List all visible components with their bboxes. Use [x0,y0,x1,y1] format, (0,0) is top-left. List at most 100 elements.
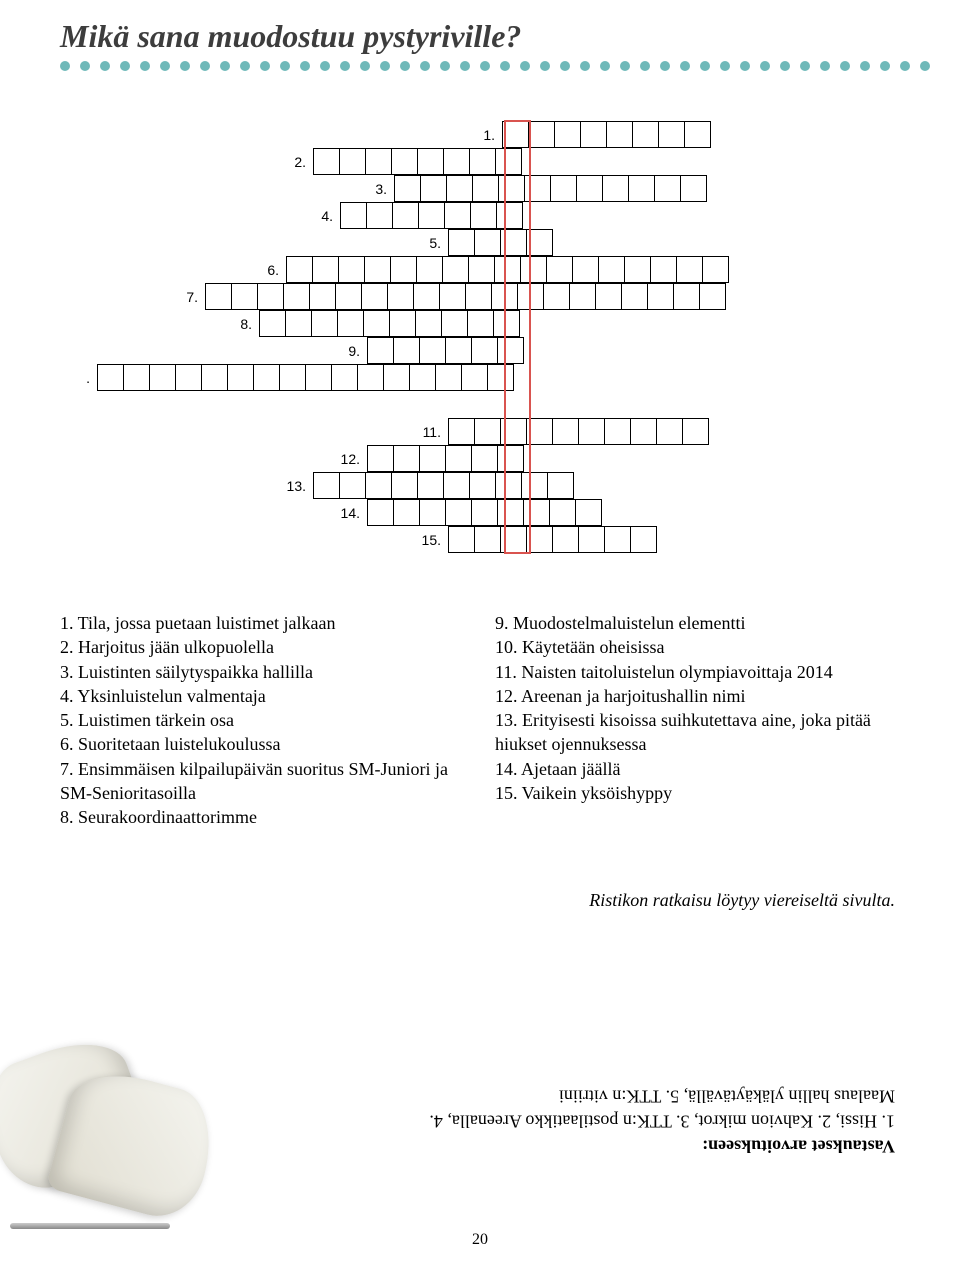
crossword-cell[interactable] [443,148,470,175]
crossword-cell[interactable] [650,256,677,283]
crossword-cell[interactable] [474,229,501,256]
crossword-cell[interactable] [313,472,340,499]
crossword-cell[interactable] [470,202,497,229]
crossword-cell[interactable] [654,175,681,202]
crossword-cell[interactable] [676,256,703,283]
crossword-cell[interactable] [285,310,312,337]
crossword-cell[interactable] [493,310,520,337]
crossword-cell[interactable] [123,364,150,391]
crossword-cell[interactable] [598,256,625,283]
crossword-cell[interactable] [445,445,472,472]
crossword-cell[interactable] [305,364,332,391]
crossword-cell[interactable] [673,283,700,310]
crossword-cell[interactable] [257,283,284,310]
crossword-cell[interactable] [487,364,514,391]
crossword-cell[interactable] [528,121,555,148]
crossword-cell[interactable] [680,175,707,202]
crossword-cell[interactable] [474,526,501,553]
crossword-cell[interactable] [417,148,444,175]
crossword-cell[interactable] [309,283,336,310]
crossword-cell[interactable] [409,364,436,391]
crossword-cell[interactable] [580,121,607,148]
crossword-cell[interactable] [628,175,655,202]
crossword-cell[interactable] [311,310,338,337]
crossword-cell[interactable] [595,283,622,310]
crossword-cell[interactable] [546,256,573,283]
crossword-cell[interactable] [338,256,365,283]
crossword-cell[interactable] [517,283,544,310]
crossword-cell[interactable] [363,310,390,337]
crossword-cell[interactable] [364,256,391,283]
crossword-cell[interactable] [604,526,631,553]
crossword-cell[interactable] [575,499,602,526]
crossword-cell[interactable] [471,499,498,526]
crossword-cell[interactable] [442,256,469,283]
crossword-cell[interactable] [465,283,492,310]
crossword-cell[interactable] [604,418,631,445]
crossword-cell[interactable] [469,148,496,175]
crossword-cell[interactable] [526,418,553,445]
crossword-cell[interactable] [418,202,445,229]
crossword-cell[interactable] [387,283,414,310]
crossword-cell[interactable] [520,256,547,283]
crossword-cell[interactable] [417,472,444,499]
crossword-cell[interactable] [467,310,494,337]
crossword-cell[interactable] [472,175,499,202]
crossword-cell[interactable] [543,283,570,310]
crossword-cell[interactable] [448,229,475,256]
crossword-cell[interactable] [413,283,440,310]
crossword-cell[interactable] [624,256,651,283]
crossword-cell[interactable] [684,121,711,148]
crossword-cell[interactable] [702,256,729,283]
crossword-cell[interactable] [496,202,523,229]
crossword-cell[interactable] [416,256,443,283]
crossword-cell[interactable] [367,337,394,364]
crossword-cell[interactable] [393,337,420,364]
crossword-cell[interactable] [361,283,388,310]
crossword-cell[interactable] [491,283,518,310]
crossword-cell[interactable] [201,364,228,391]
crossword-cell[interactable] [647,283,674,310]
crossword-cell[interactable] [630,526,657,553]
crossword-cell[interactable] [468,256,495,283]
crossword-cell[interactable] [393,499,420,526]
crossword-cell[interactable] [526,526,553,553]
crossword-cell[interactable] [339,472,366,499]
crossword-cell[interactable] [279,364,306,391]
crossword-cell[interactable] [699,283,726,310]
crossword-cell[interactable] [469,472,496,499]
crossword-cell[interactable] [682,418,709,445]
crossword-cell[interactable] [149,364,176,391]
crossword-cell[interactable] [461,364,488,391]
crossword-cell[interactable] [495,148,522,175]
crossword-cell[interactable] [286,256,313,283]
crossword-cell[interactable] [497,499,524,526]
crossword-cell[interactable] [523,499,550,526]
crossword-cell[interactable] [97,364,124,391]
crossword-cell[interactable] [606,121,633,148]
crossword-cell[interactable] [632,121,659,148]
crossword-cell[interactable] [389,310,416,337]
crossword-cell[interactable] [500,526,527,553]
crossword-cell[interactable] [572,256,599,283]
crossword-cell[interactable] [335,283,362,310]
crossword-cell[interactable] [471,337,498,364]
crossword-cell[interactable] [500,229,527,256]
crossword-cell[interactable] [443,472,470,499]
crossword-cell[interactable] [497,445,524,472]
crossword-cell[interactable] [419,337,446,364]
crossword-cell[interactable] [521,472,548,499]
crossword-cell[interactable] [365,472,392,499]
crossword-cell[interactable] [439,283,466,310]
crossword-cell[interactable] [312,256,339,283]
crossword-cell[interactable] [231,283,258,310]
crossword-cell[interactable] [471,445,498,472]
crossword-cell[interactable] [630,418,657,445]
crossword-cell[interactable] [448,418,475,445]
crossword-cell[interactable] [448,526,475,553]
crossword-cell[interactable] [549,499,576,526]
crossword-cell[interactable] [569,283,596,310]
crossword-cell[interactable] [394,175,421,202]
crossword-cell[interactable] [554,121,581,148]
crossword-cell[interactable] [415,310,442,337]
